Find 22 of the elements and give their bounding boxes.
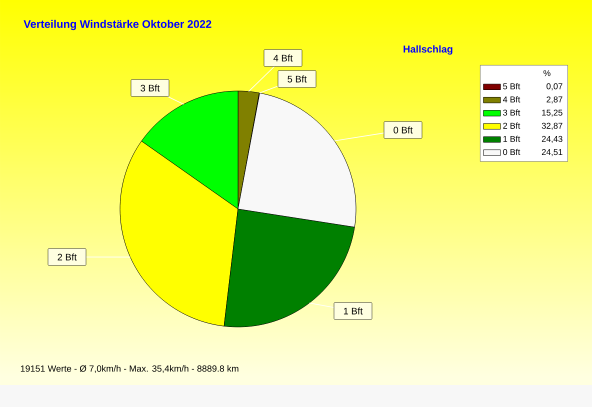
data-label: 2,87 bbox=[546, 96, 562, 104]
legend-label: 4 Bft bbox=[502, 96, 520, 102]
legend-label: 0 Bft bbox=[503, 148, 520, 156]
chart-subtitle: Hallschlag bbox=[404, 45, 452, 55]
data-label: 15,25 bbox=[542, 110, 562, 117]
text: 19151 Werte - Ø 7,0km/h - Max. 35,4km/h - 8889.8 km bbox=[20, 365, 238, 373]
slice-label: 1 Bft bbox=[344, 308, 363, 314]
legend-label: 2 Bft bbox=[503, 122, 520, 129]
slice-label: 0 Bft bbox=[394, 126, 413, 134]
data-label: 32,87 bbox=[542, 122, 562, 130]
slice-label: 4 Bft bbox=[273, 54, 293, 62]
chart-title: Verteilung Windstärke Oktober 2022 bbox=[24, 20, 212, 30]
data-label: 24,51 bbox=[542, 149, 562, 156]
slice-label: 3 Bft bbox=[140, 84, 160, 92]
legend-label: 1 Bft bbox=[503, 136, 520, 142]
legend-title: % bbox=[544, 70, 550, 76]
legend-label: 3 Bft bbox=[503, 109, 520, 116]
slice-label: 2 Bft bbox=[58, 254, 77, 260]
legend-label: 5 Bft bbox=[503, 83, 520, 90]
data-label: 24,43 bbox=[542, 136, 562, 143]
slice-label: 5 Bft bbox=[288, 76, 307, 82]
data-label: 0,07 bbox=[546, 83, 562, 90]
